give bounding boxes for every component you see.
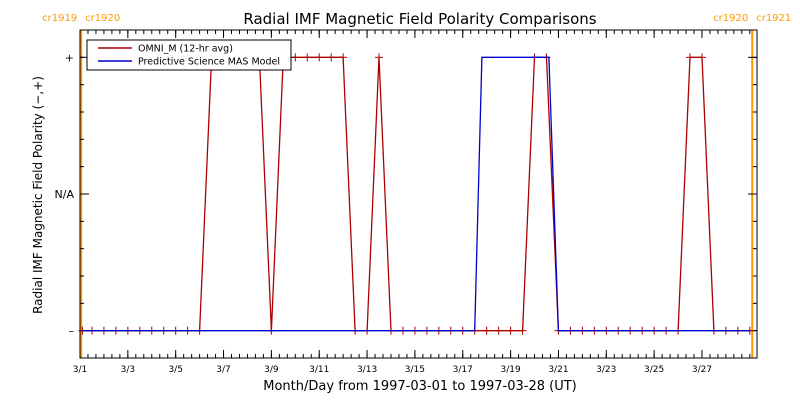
y-tick-label-0: + <box>65 51 74 64</box>
data-point <box>291 53 300 62</box>
x-tick-label-6: 3/13 <box>357 365 377 375</box>
series-layer <box>78 53 754 335</box>
carrington-label-left-0: cr1919 <box>42 13 77 24</box>
chart-title: Radial IMF Magnetic Field Polarity Compa… <box>243 10 596 28</box>
x-tick-label-3: 3/7 <box>216 365 230 375</box>
x-tick-label-13: 3/27 <box>692 365 712 375</box>
axis-ticks: 3/1 3/3 3/5 3/7 3/9 3/11 3/13 3/15 3/17 3/19 3/21 3… <box>55 29 757 375</box>
y-tick-label-1: N/A <box>55 188 75 201</box>
carrington-label-right-0: cr1920 <box>85 13 120 24</box>
legend: OMNI_M (12-hr avg) Predictive Science MA… <box>86 39 292 71</box>
x-tick-label-8: 3/17 <box>453 365 473 375</box>
carrington-label-right-1: cr1921 <box>756 13 791 24</box>
data-point <box>518 326 527 335</box>
data-point <box>327 53 336 62</box>
y-tick-label-2: – <box>69 325 75 338</box>
y-axis-label: Radial IMF Magnetic Field Polarity (−,+) <box>31 76 45 314</box>
data-point <box>315 53 324 62</box>
series-line-0 <box>82 56 750 332</box>
x-tick-label-0: 3/1 <box>73 365 87 375</box>
data-point <box>375 53 384 62</box>
x-tick-label-4: 3/9 <box>264 365 279 375</box>
data-point <box>686 53 695 62</box>
x-tick-label-9: 3/19 <box>500 365 520 375</box>
series-line-1 <box>82 56 750 332</box>
data-point <box>697 53 706 62</box>
carrington-label-left-1: cr1920 <box>713 13 748 24</box>
x-tick-label-12: 3/25 <box>644 365 664 375</box>
legend-label-mas: Predictive Science MAS Model <box>138 57 280 68</box>
legend-label-omni: OMNI_M (12-hr avg) <box>138 44 233 55</box>
x-axis-label: Month/Day from 1997-03-01 to 1997-03-28 … <box>263 379 576 394</box>
data-point <box>303 53 312 62</box>
data-point <box>506 326 515 335</box>
plot-frame <box>79 29 758 359</box>
x-tick-label-5: 3/11 <box>309 365 329 375</box>
x-tick-label-11: 3/23 <box>596 365 616 375</box>
x-tick-label-1: 3/3 <box>121 365 135 375</box>
x-tick-label-2: 3/5 <box>168 365 182 375</box>
data-point <box>482 326 491 335</box>
x-tick-label-7: 3/15 <box>405 365 425 375</box>
legend-box <box>86 39 292 71</box>
x-tick-label-10: 3/21 <box>548 365 568 375</box>
data-point <box>339 53 348 62</box>
data-point <box>494 326 503 335</box>
